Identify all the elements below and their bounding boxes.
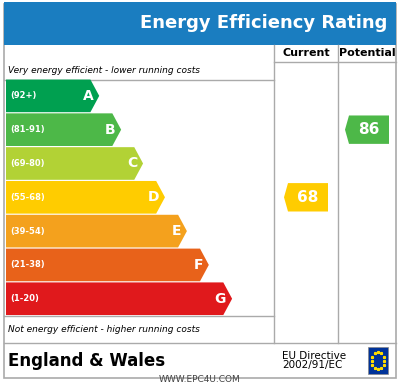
Polygon shape xyxy=(6,249,209,281)
Text: G: G xyxy=(215,292,226,306)
Text: EU Directive: EU Directive xyxy=(282,351,346,361)
Text: Current: Current xyxy=(282,48,330,58)
Text: Not energy efficient - higher running costs: Not energy efficient - higher running co… xyxy=(8,325,200,334)
Text: Potential: Potential xyxy=(339,48,395,58)
FancyBboxPatch shape xyxy=(4,2,396,45)
Text: C: C xyxy=(127,156,137,170)
Text: (21-38): (21-38) xyxy=(10,260,45,269)
Text: E: E xyxy=(172,224,181,238)
Text: (39-54): (39-54) xyxy=(10,227,45,236)
Polygon shape xyxy=(6,282,232,315)
Text: 86: 86 xyxy=(358,122,380,137)
Text: 68: 68 xyxy=(297,190,319,205)
Text: 2002/91/EC: 2002/91/EC xyxy=(282,360,342,371)
Polygon shape xyxy=(345,116,389,144)
Text: F: F xyxy=(193,258,203,272)
Text: England & Wales: England & Wales xyxy=(8,352,165,370)
Text: (81-91): (81-91) xyxy=(10,125,45,134)
Text: B: B xyxy=(104,123,115,137)
Text: WWW.EPC4U.COM: WWW.EPC4U.COM xyxy=(159,375,241,384)
Polygon shape xyxy=(6,215,187,248)
Text: (55-68): (55-68) xyxy=(10,193,45,202)
Text: Very energy efficient - lower running costs: Very energy efficient - lower running co… xyxy=(8,66,200,75)
Polygon shape xyxy=(284,183,328,211)
Polygon shape xyxy=(6,80,99,112)
Text: Energy Efficiency Rating: Energy Efficiency Rating xyxy=(140,14,387,32)
Polygon shape xyxy=(6,181,165,214)
Polygon shape xyxy=(6,147,143,180)
Text: (92+): (92+) xyxy=(10,91,36,100)
Text: A: A xyxy=(82,89,93,103)
Text: (69-80): (69-80) xyxy=(10,159,44,168)
Text: D: D xyxy=(148,190,159,204)
FancyBboxPatch shape xyxy=(368,347,388,374)
FancyBboxPatch shape xyxy=(4,4,396,378)
Polygon shape xyxy=(6,113,121,146)
Text: (1-20): (1-20) xyxy=(10,294,39,303)
